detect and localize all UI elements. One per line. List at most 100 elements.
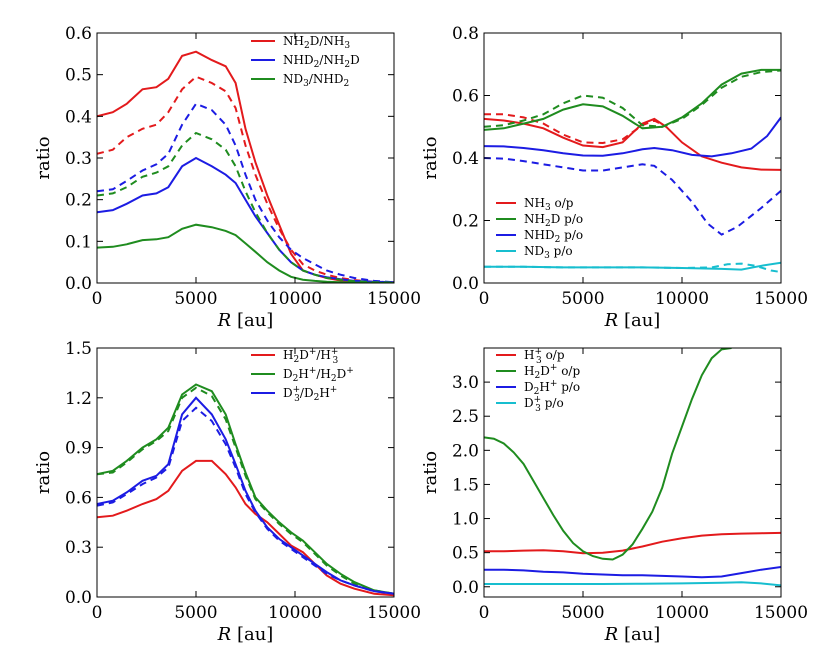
x-tick-label: 5000 xyxy=(174,603,217,623)
x-tick-label: 15000 xyxy=(367,603,421,623)
y-tick-label: 3.0 xyxy=(452,373,479,393)
y-axis-label: ratio xyxy=(420,136,441,179)
panel-nh-spin-ratios: 0 5000 10000 15000 0.0 0.2 0.4 0.6 0.8 R [au] rati… xyxy=(420,24,808,331)
panel-h3-spin-ratios: 0 5000 10000 15000 0.0 0.5 1.0 1.5 2.0 2.5 3.0 R [a… xyxy=(420,347,808,645)
legend-entry: NH3 o/p xyxy=(496,196,574,213)
legend-entry: D+ 3/D2H+ xyxy=(251,385,337,404)
legend-entry: H2D+ o/p xyxy=(496,363,580,381)
y-tick-label: 0.5 xyxy=(452,544,479,564)
y-tick-label: 0.2 xyxy=(65,191,92,211)
x-axis-label: R [au] xyxy=(217,624,274,645)
y-tick-label: 2.0 xyxy=(452,441,479,461)
y-tick-label: 0.1 xyxy=(65,232,92,252)
axes-frame xyxy=(96,32,395,284)
legend-entry: NH2D p/o xyxy=(496,212,583,229)
legend-entry: NHD2/NH2D xyxy=(251,53,360,70)
series-line-d3-p-o xyxy=(484,581,781,587)
series-line-nh2d-p-o-dashed xyxy=(484,69,781,128)
x-tick-label: 0 xyxy=(92,603,103,623)
legend-label: H+ 3 o/p xyxy=(524,347,565,366)
series-line-nd3-nhd2 xyxy=(97,223,394,283)
y-tick-label: 0.0 xyxy=(452,274,479,294)
legend-label: H2D+/H+ 3 xyxy=(283,347,338,366)
y-tick-label: 1.2 xyxy=(65,389,92,409)
x-tick-label: 10000 xyxy=(655,289,709,309)
legend-label: D2H+/H2D+ xyxy=(283,366,354,384)
y-tick-label: 2.5 xyxy=(452,407,479,427)
series-line-h2d-h3 xyxy=(97,459,394,597)
panel-nh-ratios: 0 5000 10000 15000 0.0 0.1 0.2 0.3 0.4 0.5 0.6 R [a… xyxy=(33,24,421,331)
y-tick-label: 0.5 xyxy=(65,66,92,86)
x-tick-label: 0 xyxy=(92,289,103,309)
legend-entry: H2D+/H+ 3 xyxy=(251,347,338,366)
axes-frame xyxy=(483,347,782,598)
legend-label: NHD2 p/o xyxy=(524,228,583,245)
series-line-d2h-h2d xyxy=(97,383,394,595)
y-tick-label: 0.8 xyxy=(452,24,479,44)
legend-label: D2H+ p/o xyxy=(524,379,580,397)
legend-entry: ND3/NHD2 xyxy=(251,72,349,89)
series-line-nh2d-nh3 xyxy=(97,50,394,283)
y-tick-label: 0.6 xyxy=(452,87,479,107)
y-tick-label: 0.6 xyxy=(65,488,92,508)
legend-label: D+ 3/D2H+ xyxy=(283,385,337,404)
y-tick-label: 0.3 xyxy=(65,538,92,558)
legend-entry: NH2D/NH3 xyxy=(251,34,350,51)
y-tick-label: 0.3 xyxy=(65,149,92,169)
y-tick-label: 0.4 xyxy=(65,107,92,127)
series-line-nh3-o-p-dashed xyxy=(484,113,667,145)
y-tick-label: 0.9 xyxy=(65,439,92,459)
y-tick-label: 0.2 xyxy=(452,212,479,232)
series-line-d3-d2h-dashed xyxy=(97,406,394,595)
legend-label: NH3 o/p xyxy=(524,196,574,213)
legend-label: NH2D/NH3 xyxy=(283,34,350,51)
panel-h3-ratios: 0 5000 10000 15000 0.0 0.3 0.6 0.9 1.2 1.5 R [au] r… xyxy=(33,339,421,645)
x-tick-label: 10000 xyxy=(268,603,322,623)
series-line-d3-d2h xyxy=(97,396,394,595)
axes-frame xyxy=(96,347,395,598)
y-axis-label: ratio xyxy=(33,136,54,179)
legend-label: NHD2/NH2D xyxy=(283,53,360,70)
x-axis-label: R [au] xyxy=(604,310,661,331)
y-tick-label: 0.4 xyxy=(452,149,479,169)
legend-entry: H+ 3 o/p xyxy=(496,347,565,366)
x-tick-label: 15000 xyxy=(367,289,421,309)
series-line-nd3-p-o-dashed xyxy=(484,262,781,274)
x-tick-label: 10000 xyxy=(655,603,709,623)
x-tick-label: 5000 xyxy=(561,289,604,309)
y-tick-label: 0.0 xyxy=(65,588,92,608)
x-tick-label: 0 xyxy=(479,289,490,309)
legend-label: H2D+ o/p xyxy=(524,363,580,381)
series-line-nd3-nhd2-dashed xyxy=(97,131,394,283)
legend-label: NH2D p/o xyxy=(524,212,583,229)
y-tick-label: 1.5 xyxy=(452,475,479,495)
legend-entry: D2H+ p/o xyxy=(496,379,580,397)
series-line-nhd2-nh2d-dashed xyxy=(97,102,394,283)
series-line-h3-o-p xyxy=(484,531,781,555)
legend-entry: D2H+/H2D+ xyxy=(251,366,354,384)
y-tick-label: 0.6 xyxy=(65,24,92,44)
y-tick-label: 0.0 xyxy=(65,274,92,294)
y-axis-label: ratio xyxy=(420,451,441,494)
y-tick-label: 1.5 xyxy=(65,339,92,359)
legend-entry: NHD2 p/o xyxy=(496,228,583,245)
y-tick-label: 1.0 xyxy=(452,510,479,530)
series-line-nhd2-p-o xyxy=(484,116,781,158)
x-tick-label: 15000 xyxy=(754,289,808,309)
y-tick-label: 0.0 xyxy=(452,578,479,598)
legend-entry: ND3 p/o xyxy=(496,244,573,261)
series-line-nhd2-nh2d xyxy=(97,156,394,283)
legend-entry: D+ 3 p/o xyxy=(496,395,564,414)
series-line-nh3-o-p xyxy=(484,117,781,171)
series-line-nd3-p-o xyxy=(484,261,781,271)
x-tick-label: 0 xyxy=(479,603,490,623)
series-line-nh2d-p-o xyxy=(484,68,781,131)
series-line-nhd2-p-o-dashed xyxy=(484,157,781,236)
legend-label: ND3 p/o xyxy=(524,244,573,261)
x-axis-label: R [au] xyxy=(217,310,274,331)
series-line-d2h-h2d-dashed xyxy=(97,386,394,595)
x-tick-label: 5000 xyxy=(174,289,217,309)
legend-label: ND3/NHD2 xyxy=(283,72,349,89)
legend-label: D+ 3 p/o xyxy=(524,395,564,414)
